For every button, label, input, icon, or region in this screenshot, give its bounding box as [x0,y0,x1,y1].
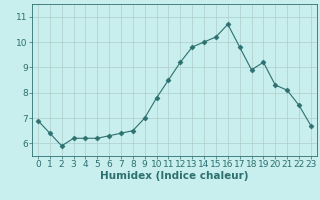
X-axis label: Humidex (Indice chaleur): Humidex (Indice chaleur) [100,171,249,181]
